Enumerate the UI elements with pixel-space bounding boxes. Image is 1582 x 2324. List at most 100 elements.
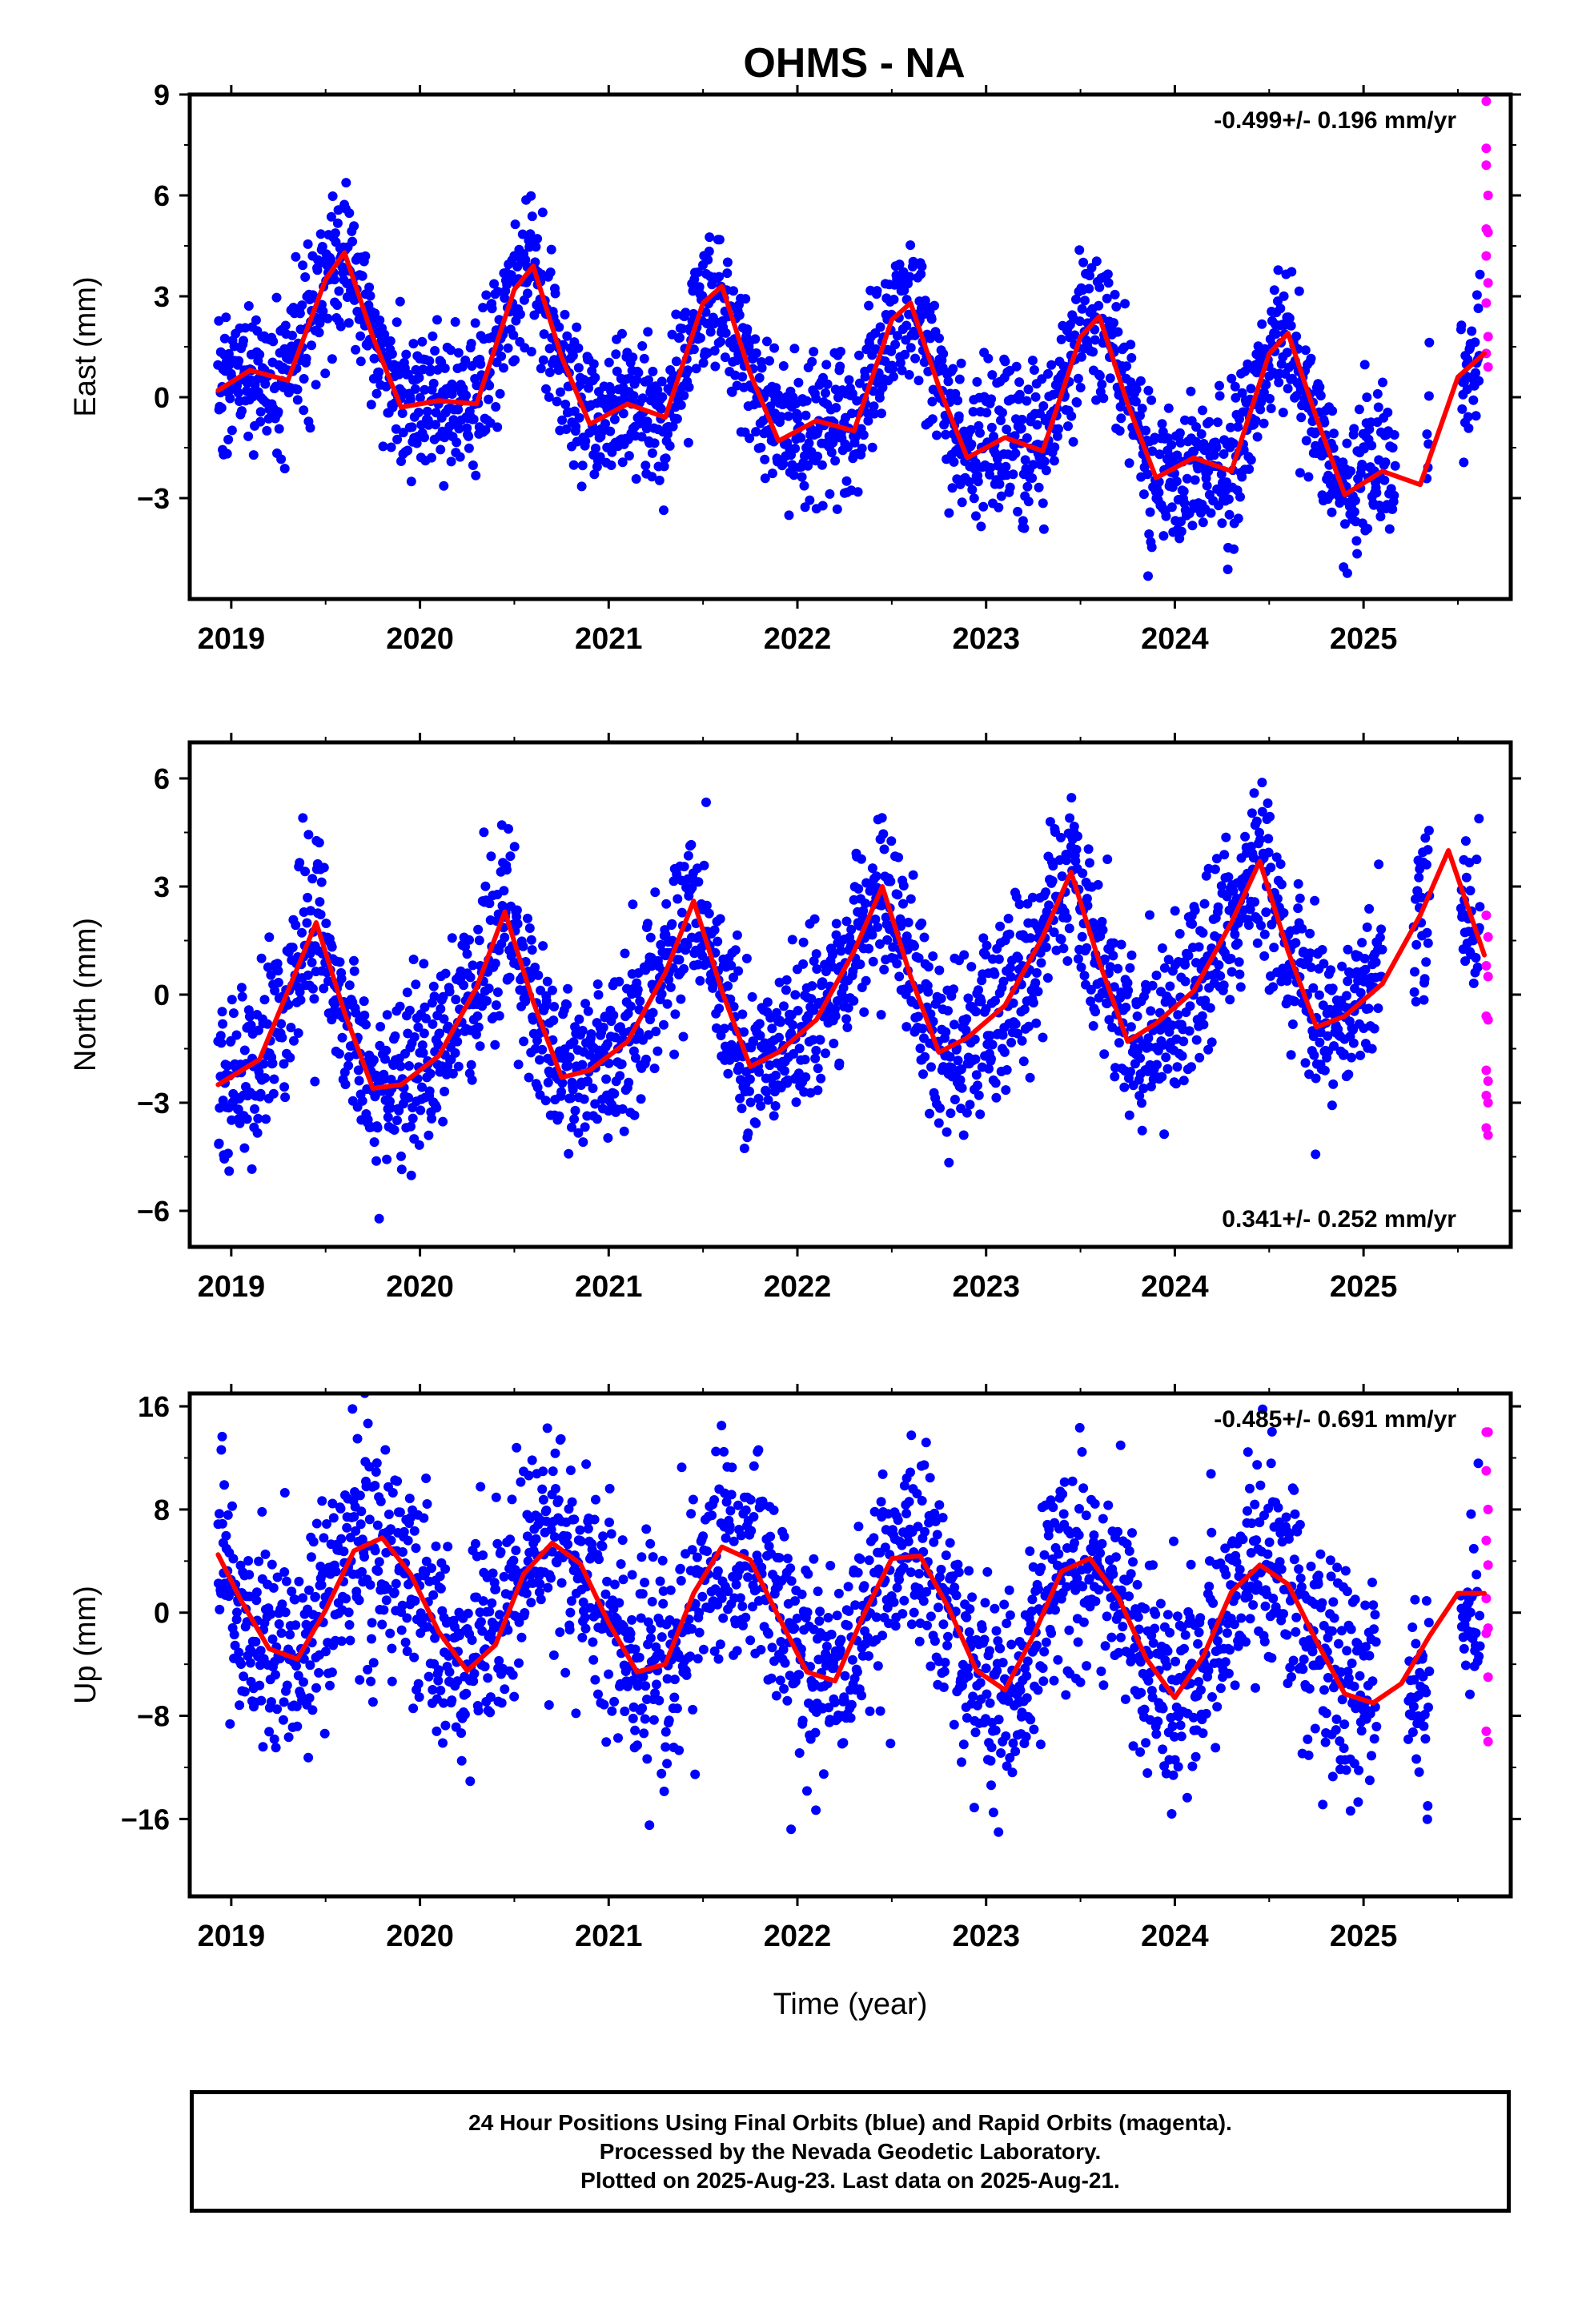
final-point — [722, 257, 733, 267]
final-point — [1309, 1050, 1319, 1060]
x-tick-label: 2020 — [386, 622, 454, 656]
final-point — [464, 431, 474, 441]
final-point — [456, 1728, 467, 1739]
final-point — [300, 866, 311, 877]
final-point — [592, 979, 603, 989]
final-point — [966, 439, 977, 449]
x-tick-label: 2023 — [952, 1920, 1020, 1953]
final-point — [790, 444, 801, 453]
final-point — [1176, 526, 1186, 537]
final-point — [234, 356, 244, 366]
final-point — [955, 1075, 966, 1085]
final-point — [631, 1053, 640, 1063]
final-point — [280, 320, 291, 331]
final-point — [636, 1094, 646, 1104]
final-point — [1104, 1015, 1114, 1025]
final-point — [251, 1595, 262, 1606]
final-point — [909, 330, 920, 340]
final-point — [407, 422, 417, 432]
final-point — [273, 407, 283, 417]
final-point — [1137, 1098, 1146, 1108]
final-point — [244, 1011, 255, 1022]
final-point — [1113, 963, 1123, 974]
final-point — [1235, 969, 1245, 979]
final-point — [1287, 1019, 1298, 1029]
final-point — [490, 1039, 500, 1050]
final-point — [438, 1116, 448, 1127]
final-point — [892, 959, 902, 969]
final-point — [259, 1059, 269, 1069]
final-point — [1047, 876, 1058, 886]
final-point — [806, 994, 817, 1004]
final-point — [556, 1087, 567, 1097]
final-point — [673, 894, 683, 904]
final-point — [267, 1559, 277, 1570]
final-point — [1082, 894, 1092, 903]
final-point — [1144, 529, 1154, 539]
final-point — [255, 416, 266, 427]
final-point — [671, 356, 681, 367]
final-point — [473, 924, 484, 935]
final-point — [478, 303, 488, 313]
final-point — [1389, 490, 1399, 501]
final-point — [336, 974, 347, 984]
final-point — [1296, 412, 1307, 423]
final-point — [617, 1104, 628, 1114]
final-point — [1158, 531, 1169, 541]
final-point — [701, 797, 711, 807]
final-point — [640, 460, 651, 471]
final-point — [532, 234, 543, 244]
final-point — [287, 943, 298, 953]
final-point — [590, 372, 600, 383]
final-point — [722, 268, 733, 279]
final-point — [1005, 929, 1014, 939]
final-point — [424, 356, 435, 366]
final-point — [1076, 352, 1086, 362]
final-point — [264, 932, 275, 943]
final-point — [344, 980, 355, 991]
rapid-point — [1483, 932, 1493, 942]
final-point — [1086, 984, 1096, 995]
final-point — [344, 1620, 355, 1630]
final-point — [381, 1045, 391, 1055]
final-point — [810, 1053, 821, 1063]
final-point — [1159, 963, 1170, 973]
final-point — [259, 995, 270, 1005]
final-point — [1359, 444, 1369, 454]
final-point — [386, 1524, 396, 1534]
final-point — [1062, 956, 1073, 966]
final-point — [1158, 1039, 1168, 1050]
final-point — [327, 942, 337, 952]
final-point — [723, 1068, 733, 1079]
final-point — [665, 440, 675, 451]
final-point — [1255, 404, 1266, 415]
final-point — [1319, 417, 1330, 428]
x-tick-label: 2021 — [575, 622, 643, 656]
final-point — [665, 982, 676, 992]
final-point — [633, 368, 644, 378]
final-point — [1237, 388, 1247, 398]
final-point — [729, 286, 738, 296]
final-point — [566, 1093, 576, 1104]
final-point — [367, 1697, 378, 1707]
final-point — [798, 959, 809, 969]
final-point — [1235, 982, 1246, 992]
final-point — [1191, 422, 1202, 432]
final-point — [295, 995, 306, 1005]
final-point — [957, 497, 967, 508]
final-point — [1352, 549, 1363, 559]
final-point — [1102, 854, 1113, 864]
final-point — [747, 991, 757, 1002]
final-point — [1023, 384, 1034, 395]
final-point — [420, 432, 429, 443]
final-point — [1259, 929, 1270, 939]
final-point — [885, 876, 896, 887]
final-point — [606, 460, 616, 470]
final-point — [868, 956, 878, 967]
final-point — [452, 437, 462, 448]
final-point — [693, 877, 704, 887]
final-point — [674, 955, 685, 965]
final-point — [378, 441, 388, 452]
final-point — [998, 976, 1009, 987]
